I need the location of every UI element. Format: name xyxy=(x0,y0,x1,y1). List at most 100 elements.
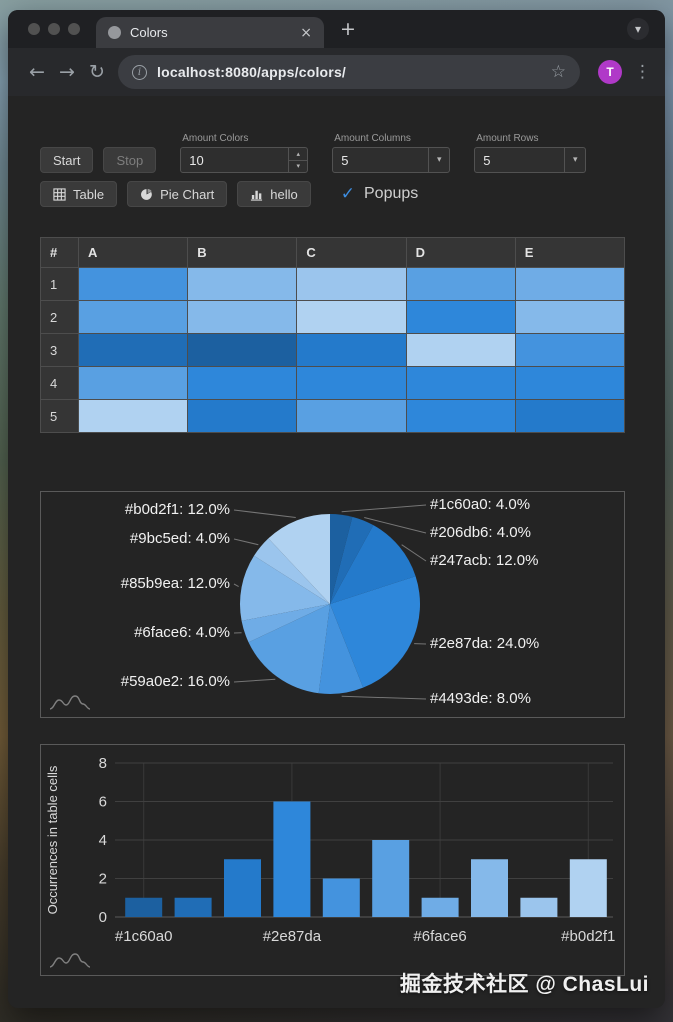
pie-callout-line xyxy=(233,509,296,519)
profile-avatar[interactable]: T xyxy=(598,60,622,84)
watermark: 掘金技术社区 @ ChasLui xyxy=(400,973,649,996)
pie-slice xyxy=(318,604,364,694)
pie-callout-line xyxy=(233,678,276,683)
chevron-down-icon: ▾ xyxy=(564,148,585,172)
color-cell xyxy=(514,267,626,301)
color-cell xyxy=(514,399,626,433)
y-axis-label: Occurrences in table cells xyxy=(45,765,60,914)
bookmark-star-icon[interactable]: ☆ xyxy=(550,62,566,82)
table-row: 4 xyxy=(40,366,626,400)
color-cell xyxy=(296,333,407,367)
address-bar[interactable]: i localhost:8080/apps/colors/ ☆ xyxy=(118,55,580,89)
number-spinner: ▴ ▾ xyxy=(288,148,308,173)
color-cell xyxy=(405,333,516,367)
start-button[interactable]: Start xyxy=(40,147,94,173)
window-minimize-button[interactable] xyxy=(48,23,60,35)
browser-toolbar: ← → ↻ i localhost:8080/apps/colors/ ☆ T … xyxy=(8,48,665,96)
pie-chart-icon xyxy=(141,188,152,200)
site-info-icon[interactable]: i xyxy=(132,64,147,80)
amount-columns-field: Amount Columns 5 ▾ xyxy=(332,133,451,173)
hello-button[interactable]: hello xyxy=(237,181,311,207)
bar xyxy=(421,897,459,917)
squiggle-icon xyxy=(49,953,91,968)
row-header: 3 xyxy=(40,333,79,367)
browser-menu-icon[interactable]: ⋮ xyxy=(634,62,651,82)
popups-label: Popups xyxy=(364,185,419,202)
reload-button[interactable]: ↻ xyxy=(89,61,105,83)
pie-slice-label: #9bc5ed: 4.0% xyxy=(129,530,230,547)
bar xyxy=(125,897,163,917)
row-header: 2 xyxy=(40,300,79,334)
hello-button-label: hello xyxy=(270,186,298,202)
pie-callout-line xyxy=(233,583,239,588)
checkmark-icon: ✓ xyxy=(340,184,355,204)
amount-rows-value: 5 xyxy=(483,152,491,168)
pie-chart-canvas xyxy=(233,504,427,700)
bar xyxy=(224,859,261,917)
pie-chart-button[interactable]: Pie Chart xyxy=(127,181,228,207)
column-header: C xyxy=(296,237,407,268)
window-zoom-button[interactable] xyxy=(68,23,80,35)
table-row: 2 xyxy=(40,300,626,334)
chevron-down-icon: ▾ xyxy=(428,148,449,172)
stop-button[interactable]: Stop xyxy=(103,147,157,173)
color-cell xyxy=(405,366,516,400)
popups-checkbox[interactable]: ✓ Popups xyxy=(341,184,419,204)
tab-search-chevron-icon[interactable]: ▾ xyxy=(627,18,649,40)
color-cell xyxy=(77,267,189,301)
back-button[interactable]: ← xyxy=(29,61,45,83)
x-tick-label: #1c60a0 xyxy=(115,928,173,945)
column-header: # xyxy=(40,237,79,268)
color-cell xyxy=(187,333,298,367)
window-controls xyxy=(28,23,80,35)
new-tab-button[interactable]: + xyxy=(340,18,356,40)
spinner-up-icon[interactable]: ▴ xyxy=(296,149,300,158)
bar-chart-icon xyxy=(251,190,263,201)
pie-chart-panel: #1c60a0: 4.0% #206db6: 4.0% #247acb: 12.0%… xyxy=(40,491,625,718)
bar-chart-canvas: 0 2 4 6 8 Occurrences in table cells #1c60a0 #2… xyxy=(45,755,615,945)
row-header: 5 xyxy=(40,399,79,433)
pie-slice-label: #206db6: 4.0% xyxy=(430,524,531,541)
pie-slice-label: #85b9ea: 12.0% xyxy=(120,575,230,592)
pie-callout-line xyxy=(341,504,427,513)
x-tick-label: #2e87da xyxy=(263,928,322,945)
pie-callout-line xyxy=(364,517,427,534)
color-cell xyxy=(296,366,407,400)
bar xyxy=(372,840,410,917)
table-header-row: # A B C D E xyxy=(40,237,626,268)
pie-slice-label: #b0d2f1: 12.0% xyxy=(124,501,230,518)
pie-slice xyxy=(330,514,353,604)
bar xyxy=(322,878,360,917)
pie-slice xyxy=(239,555,330,621)
url-text: localhost:8080/apps/colors/ xyxy=(157,64,347,80)
color-cell xyxy=(77,300,189,334)
spinner-down-icon[interactable]: ▾ xyxy=(289,159,308,173)
bar xyxy=(569,859,607,917)
row-header: 4 xyxy=(40,366,79,400)
amount-colors-input[interactable] xyxy=(181,148,289,172)
bar xyxy=(174,897,212,917)
pie-slice-label: #4493de: 8.0% xyxy=(430,690,531,707)
pie-slice xyxy=(254,538,330,604)
pie-callout-line xyxy=(341,695,427,700)
pie-callout-line xyxy=(401,544,427,562)
controls-row-2: Table Pie Chart hello ✓ Popups xyxy=(40,181,625,207)
column-header: B xyxy=(187,237,298,268)
table-row: 3 xyxy=(40,333,626,367)
pie-chart: #1c60a0: 4.0% #206db6: 4.0% #247acb: 12.0%… xyxy=(41,492,624,717)
tab-close-icon[interactable]: × xyxy=(300,24,312,41)
amount-columns-select[interactable]: 5 ▾ xyxy=(332,147,451,173)
bar-chart: 0 2 4 6 8 Occurrences in table cells #1c60a0 #2… xyxy=(41,745,624,975)
y-tick-label: 4 xyxy=(99,832,107,849)
amount-columns-value: 5 xyxy=(341,152,349,168)
table-row: 1 xyxy=(40,267,626,301)
amount-rows-select[interactable]: 5 ▾ xyxy=(474,147,587,173)
color-cell xyxy=(77,333,189,367)
color-cell xyxy=(405,267,516,301)
color-cell xyxy=(405,300,516,334)
color-cell xyxy=(187,366,298,400)
tab-colors[interactable]: Colors × xyxy=(96,17,324,48)
forward-button[interactable]: → xyxy=(59,61,75,83)
window-close-button[interactable] xyxy=(28,23,40,35)
table-button[interactable]: Table xyxy=(40,181,118,207)
